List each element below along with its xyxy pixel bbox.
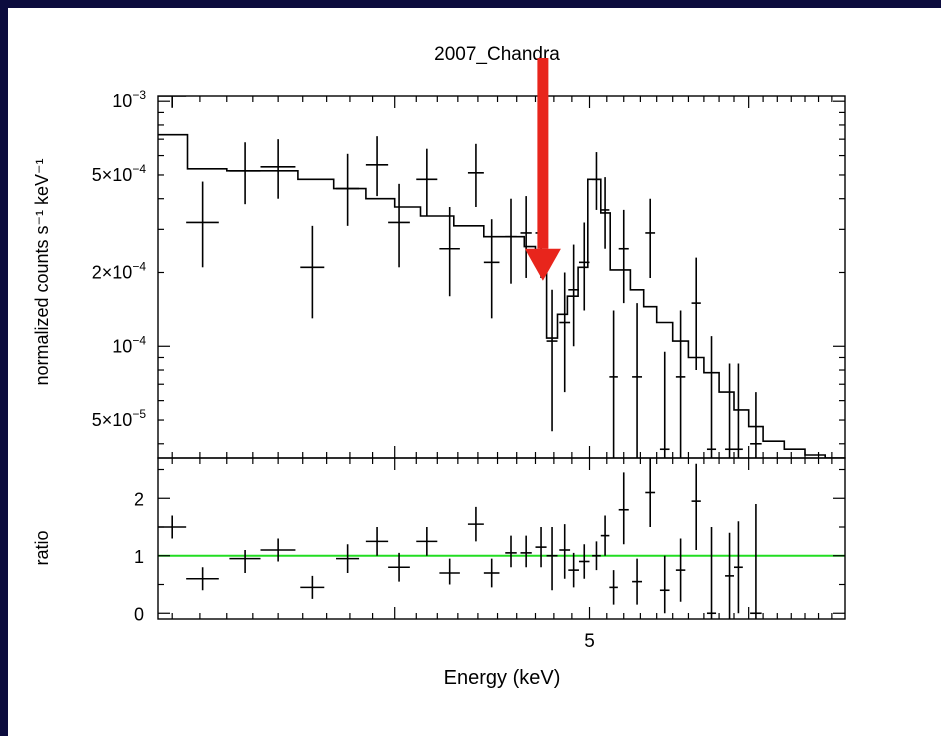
data-point-ratio (505, 535, 517, 568)
data-point-ratio (645, 458, 656, 527)
data-point-ratio (632, 558, 643, 605)
data-point-ratio (535, 527, 547, 568)
data-point-ratio (706, 527, 717, 619)
data-point-ratio (388, 552, 410, 582)
model-step-line (158, 133, 845, 458)
data-point-top (750, 392, 762, 458)
y-tick-label-top: 2×10−4 (92, 259, 147, 282)
plot-layer: 5 10−3 5×10−4 2×10−4 10−4 5×10−5 0 1 2 (92, 58, 846, 652)
data-point-top (388, 183, 410, 268)
data-point-ratio (592, 541, 601, 571)
data-point-top (645, 198, 656, 278)
data-point-ratio (229, 550, 261, 573)
data-point-top (592, 152, 601, 210)
y-tick-label-top: 10−4 (112, 333, 146, 356)
data-point-top (618, 209, 629, 304)
data-point-top (416, 148, 438, 217)
y-tick-label-top: 10−3 (112, 88, 146, 111)
data-point-ratio (618, 472, 629, 545)
chart-title: 2007_Chandra (434, 44, 560, 65)
y-axis-label-bottom: ratio (32, 530, 52, 565)
data-point-top (600, 177, 610, 249)
y-tick-label-bottom: 2 (134, 489, 144, 509)
data-point-top (609, 310, 618, 458)
data-point-top (336, 153, 360, 226)
data-point-top (365, 136, 389, 197)
bottom-panel-marks (158, 458, 845, 619)
top-panel-frame (157, 95, 846, 459)
data-point-top (186, 181, 219, 268)
data-point-top (578, 222, 590, 311)
data-point-top (632, 303, 643, 458)
y-tick-label-top: 5×10−5 (92, 407, 147, 430)
data-point-top (158, 96, 187, 108)
data-point-ratio (439, 558, 460, 585)
data-point-top (505, 198, 517, 284)
top-panel-marks (158, 96, 845, 458)
x-axis-label: Energy (keV) (444, 667, 561, 689)
data-point-top (675, 310, 686, 458)
data-point-ratio (659, 555, 670, 614)
data-point-ratio (733, 521, 743, 614)
data-point-ratio (186, 567, 219, 591)
data-point-top (691, 257, 701, 371)
data-point-ratio (609, 570, 618, 605)
y-tick-label-top: 5×10−4 (92, 162, 147, 185)
data-point-ratio (365, 527, 389, 556)
data-point-ratio (559, 524, 571, 579)
data-point-top (733, 363, 743, 458)
data-point-ratio (725, 532, 734, 619)
data-point-top (568, 244, 579, 347)
data-point-top (300, 225, 325, 319)
data-point-top (706, 336, 717, 458)
data-point-ratio (483, 558, 500, 588)
data-point-top (546, 289, 558, 432)
data-point-ratio (750, 504, 762, 619)
data-point-ratio (336, 544, 360, 573)
data-point-ratio (467, 506, 484, 542)
data-point-ratio (568, 552, 579, 588)
data-point-top (467, 143, 484, 208)
data-point-ratio (260, 538, 296, 562)
slide-panel: 2007_Chandra Energy (keV) normalized cou… (8, 8, 941, 736)
data-point-ratio (546, 527, 558, 591)
spectrum-chart: 2007_Chandra Energy (keV) normalized cou… (32, 44, 846, 689)
data-point-ratio (578, 544, 590, 579)
y-tick-label-bottom: 1 (134, 547, 144, 567)
data-point-ratio (300, 575, 325, 599)
data-point-ratio (416, 527, 438, 556)
x-tick-label: 5 (584, 631, 595, 652)
data-point-ratio (520, 535, 532, 568)
data-point-top (520, 196, 532, 278)
y-axis-label-top: normalized counts s⁻¹ keV⁻¹ (32, 158, 52, 385)
red-arrow-shaft (537, 58, 549, 249)
red-arrow (524, 58, 561, 281)
red-arrow-head (524, 248, 561, 281)
data-point-top (260, 139, 296, 199)
data-point-top (483, 219, 500, 319)
data-point-ratio (600, 515, 610, 556)
data-point-top (439, 207, 460, 297)
data-point-top (229, 142, 261, 205)
data-point-top (659, 351, 670, 458)
y-tick-label-bottom: 0 (134, 604, 144, 624)
data-point-top (725, 363, 734, 458)
bottom-panel-frame (157, 457, 846, 620)
data-point-ratio (675, 538, 686, 602)
data-point-ratio (691, 463, 701, 550)
data-point-top (559, 272, 571, 393)
